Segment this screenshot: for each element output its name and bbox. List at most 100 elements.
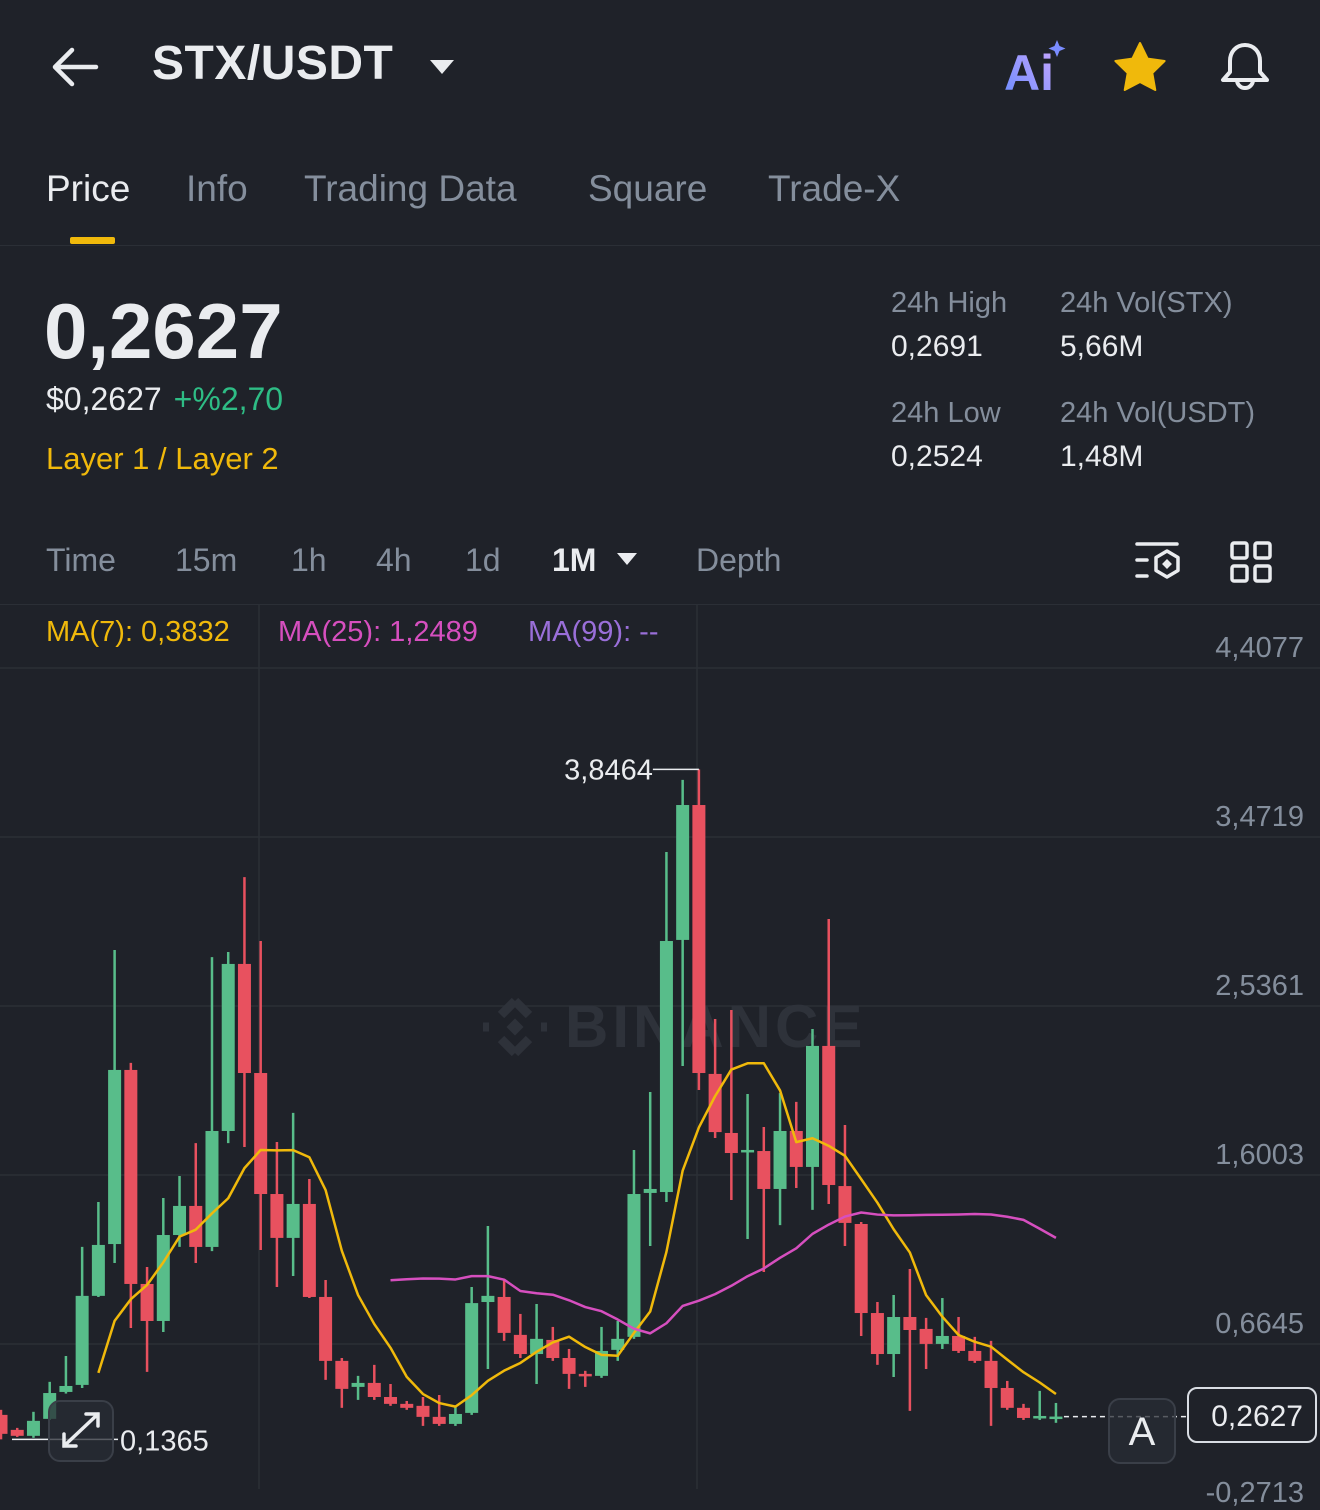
- interval-15m[interactable]: 15m: [175, 542, 238, 578]
- interval-depth[interactable]: Depth: [696, 542, 782, 578]
- candle-down[interactable]: [578, 1370, 592, 1387]
- candle-down[interactable]: [789, 1101, 803, 1189]
- tab-price[interactable]: Price: [46, 168, 131, 209]
- back-button[interactable]: [50, 44, 100, 90]
- candle-down[interactable]: [0, 1409, 8, 1440]
- candle-down[interactable]: [384, 1384, 398, 1406]
- candle-up[interactable]: [887, 1294, 901, 1377]
- candle-body: [221, 963, 235, 1131]
- back-arrow-icon: [52, 47, 99, 87]
- candle-down[interactable]: [1016, 1403, 1030, 1420]
- indicator-settings-button[interactable]: [1134, 540, 1184, 586]
- candle-down[interactable]: [254, 941, 268, 1251]
- candle-body: [108, 1069, 122, 1245]
- candle-body: [237, 963, 251, 1074]
- candle-up[interactable]: [773, 1093, 787, 1226]
- candle-down[interactable]: [319, 1279, 333, 1380]
- candle-down[interactable]: [335, 1357, 349, 1408]
- candle-down[interactable]: [757, 1127, 771, 1273]
- candle-down[interactable]: [1000, 1380, 1014, 1410]
- candle-down[interactable]: [903, 1268, 917, 1411]
- candle-down[interactable]: [270, 1142, 284, 1288]
- candle-up[interactable]: [59, 1356, 73, 1394]
- candle-body: [935, 1335, 949, 1344]
- candle-down[interactable]: [822, 918, 836, 1204]
- candle-down[interactable]: [140, 1266, 154, 1372]
- binance-logo-icon: [483, 997, 547, 1057]
- category-link[interactable]: Layer 1 / Layer 2: [46, 441, 279, 476]
- candle-up[interactable]: [448, 1405, 462, 1426]
- candle-up[interactable]: [1049, 1402, 1063, 1423]
- candle-down[interactable]: [724, 1009, 738, 1200]
- tab-trading-data[interactable]: Trading Data: [304, 168, 517, 209]
- interval-4h[interactable]: 4h: [376, 542, 412, 578]
- alert-button[interactable]: [1218, 40, 1272, 94]
- candle-up[interactable]: [643, 1091, 657, 1247]
- candle-up[interactable]: [481, 1225, 495, 1370]
- candle-down[interactable]: [416, 1397, 430, 1426]
- high-marker-label: 3,8464: [564, 754, 653, 786]
- candle-down[interactable]: [302, 1179, 316, 1299]
- tab-info[interactable]: Info: [186, 168, 248, 209]
- candle-down[interactable]: [432, 1395, 446, 1426]
- candle-up[interactable]: [156, 1197, 170, 1332]
- candle-down[interactable]: [919, 1317, 933, 1370]
- interval-1d[interactable]: 1d: [465, 542, 501, 578]
- candle-up[interactable]: [595, 1326, 609, 1378]
- candle-down[interactable]: [692, 769, 706, 1090]
- candle-up[interactable]: [91, 1201, 105, 1297]
- candle-up[interactable]: [221, 952, 235, 1144]
- candle-body: [952, 1335, 966, 1351]
- candle-body: [1016, 1407, 1030, 1418]
- candle-up[interactable]: [351, 1375, 365, 1400]
- candle-up[interactable]: [108, 950, 122, 1264]
- candle-down[interactable]: [562, 1348, 576, 1389]
- candle-down[interactable]: [400, 1400, 414, 1410]
- candle-down[interactable]: [513, 1313, 527, 1358]
- candle-up[interactable]: [806, 1028, 819, 1210]
- auto-scale-icon: A: [1128, 1410, 1156, 1454]
- candle-up[interactable]: [1033, 1390, 1047, 1420]
- layout-grid-button[interactable]: [1230, 541, 1272, 583]
- candle-up[interactable]: [741, 1093, 755, 1239]
- candle-down[interactable]: [984, 1340, 998, 1426]
- candle-body: [319, 1296, 333, 1361]
- interval-time[interactable]: Time: [46, 542, 116, 578]
- candle-down[interactable]: [854, 1222, 868, 1336]
- candle-body: [854, 1223, 868, 1314]
- candle-up[interactable]: [205, 957, 219, 1252]
- candle-down[interactable]: [237, 877, 251, 1148]
- low-marker-label: 0,1365: [120, 1425, 209, 1457]
- candle-up[interactable]: [659, 851, 673, 1202]
- candle-up[interactable]: [75, 1246, 89, 1388]
- candle-up[interactable]: [26, 1411, 40, 1438]
- candle-up[interactable]: [286, 1112, 300, 1277]
- candle-up[interactable]: [173, 1175, 187, 1247]
- candle-up[interactable]: [676, 779, 690, 1066]
- candle-down[interactable]: [870, 1302, 884, 1365]
- tab-trade-x[interactable]: Trade-X: [768, 168, 901, 209]
- fullscreen-button[interactable]: [48, 1400, 114, 1462]
- candle-up[interactable]: [935, 1298, 949, 1349]
- candle-body: [611, 1338, 625, 1350]
- candle-down[interactable]: [367, 1364, 381, 1400]
- tab-square[interactable]: Square: [588, 168, 708, 209]
- candle-down[interactable]: [497, 1279, 511, 1341]
- ai-button[interactable]: Ai: [1004, 38, 1070, 101]
- candle-up[interactable]: [530, 1303, 544, 1385]
- favorite-button[interactable]: [1112, 40, 1168, 94]
- candle-down[interactable]: [189, 1143, 203, 1264]
- ai-icon: Ai: [1004, 40, 1066, 101]
- auto-scale-button[interactable]: A: [1108, 1398, 1176, 1464]
- candle-up[interactable]: [627, 1149, 641, 1339]
- candle-body: [919, 1328, 933, 1344]
- candle-down[interactable]: [124, 1062, 138, 1329]
- expand-icon: [62, 1412, 100, 1448]
- interval-1m[interactable]: 1M: [552, 542, 639, 579]
- candle-down[interactable]: [838, 1125, 852, 1247]
- pair-selector[interactable]: STX/USDT: [152, 36, 462, 96]
- last-price-tag[interactable]: 0,2627: [1187, 1387, 1317, 1443]
- candle-down[interactable]: [10, 1427, 24, 1437]
- interval-1h[interactable]: 1h: [291, 542, 327, 578]
